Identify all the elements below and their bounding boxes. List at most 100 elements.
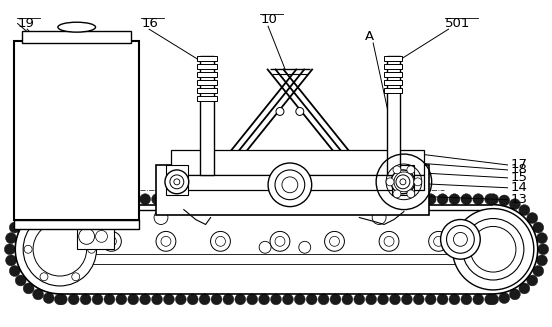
Circle shape bbox=[116, 194, 127, 205]
Bar bbox=[14, 41, 139, 219]
Text: 10: 10 bbox=[260, 13, 277, 26]
Ellipse shape bbox=[58, 22, 95, 32]
Circle shape bbox=[538, 244, 549, 255]
Circle shape bbox=[152, 294, 162, 305]
Circle shape bbox=[235, 294, 246, 305]
Circle shape bbox=[487, 194, 498, 205]
Circle shape bbox=[23, 213, 97, 286]
Circle shape bbox=[154, 211, 168, 224]
Circle shape bbox=[296, 108, 304, 115]
Text: 13: 13 bbox=[511, 193, 528, 206]
Circle shape bbox=[470, 227, 516, 272]
Circle shape bbox=[199, 194, 210, 205]
Circle shape bbox=[92, 294, 103, 305]
Circle shape bbox=[401, 194, 412, 205]
Circle shape bbox=[43, 293, 54, 303]
Circle shape bbox=[354, 194, 365, 205]
Circle shape bbox=[170, 175, 184, 189]
Circle shape bbox=[259, 241, 271, 253]
Circle shape bbox=[211, 194, 222, 205]
Circle shape bbox=[437, 194, 448, 205]
Circle shape bbox=[79, 229, 94, 244]
Circle shape bbox=[461, 194, 472, 205]
Circle shape bbox=[270, 294, 282, 305]
Circle shape bbox=[40, 273, 48, 281]
Circle shape bbox=[95, 231, 108, 242]
Circle shape bbox=[485, 294, 496, 305]
Circle shape bbox=[23, 283, 34, 294]
Circle shape bbox=[449, 294, 460, 305]
Circle shape bbox=[43, 195, 54, 206]
Circle shape bbox=[165, 170, 189, 194]
Circle shape bbox=[55, 294, 65, 305]
Bar bbox=[384, 56, 402, 61]
Circle shape bbox=[354, 294, 365, 305]
Circle shape bbox=[342, 194, 353, 205]
Bar bbox=[392, 165, 414, 195]
Bar bbox=[70, 210, 486, 259]
Circle shape bbox=[282, 177, 298, 193]
Circle shape bbox=[33, 289, 44, 300]
Circle shape bbox=[15, 213, 26, 223]
Circle shape bbox=[80, 194, 91, 205]
Circle shape bbox=[519, 205, 530, 215]
Circle shape bbox=[156, 232, 176, 251]
Circle shape bbox=[378, 194, 389, 205]
Circle shape bbox=[24, 245, 32, 253]
Bar bbox=[22, 31, 131, 43]
Circle shape bbox=[473, 194, 484, 205]
Circle shape bbox=[366, 194, 376, 205]
Circle shape bbox=[15, 275, 26, 286]
Circle shape bbox=[68, 194, 79, 205]
Circle shape bbox=[306, 194, 317, 205]
Circle shape bbox=[294, 294, 305, 305]
Circle shape bbox=[247, 194, 258, 205]
Circle shape bbox=[393, 190, 401, 198]
Bar bbox=[384, 88, 402, 93]
Circle shape bbox=[68, 294, 79, 305]
Circle shape bbox=[107, 236, 116, 246]
Text: A: A bbox=[365, 29, 374, 43]
Bar bbox=[197, 56, 216, 61]
Circle shape bbox=[72, 218, 79, 226]
Circle shape bbox=[396, 175, 410, 189]
Bar bbox=[75, 254, 481, 264]
Text: 14: 14 bbox=[511, 181, 528, 194]
Circle shape bbox=[56, 194, 67, 205]
Circle shape bbox=[372, 211, 386, 224]
Circle shape bbox=[187, 294, 198, 305]
Circle shape bbox=[527, 275, 538, 286]
Circle shape bbox=[440, 219, 480, 259]
Circle shape bbox=[294, 194, 305, 205]
Circle shape bbox=[199, 294, 210, 305]
Circle shape bbox=[461, 294, 472, 305]
Circle shape bbox=[425, 294, 436, 305]
Circle shape bbox=[434, 236, 444, 246]
Circle shape bbox=[4, 244, 15, 255]
Circle shape bbox=[176, 294, 186, 305]
Circle shape bbox=[487, 294, 498, 305]
Circle shape bbox=[407, 166, 415, 174]
Circle shape bbox=[425, 194, 436, 205]
Circle shape bbox=[174, 179, 180, 185]
Circle shape bbox=[533, 222, 544, 233]
Circle shape bbox=[509, 199, 521, 210]
Bar bbox=[200, 56, 214, 175]
Bar bbox=[171, 175, 424, 190]
Text: 501: 501 bbox=[444, 17, 470, 30]
Circle shape bbox=[275, 170, 305, 200]
Circle shape bbox=[104, 194, 115, 205]
Circle shape bbox=[9, 266, 20, 276]
Circle shape bbox=[55, 194, 65, 205]
Circle shape bbox=[366, 294, 376, 305]
Bar bbox=[94, 219, 107, 230]
Circle shape bbox=[379, 232, 399, 251]
Circle shape bbox=[6, 255, 17, 266]
Text: 18: 18 bbox=[511, 164, 528, 177]
Circle shape bbox=[499, 195, 509, 206]
Circle shape bbox=[318, 194, 329, 205]
Circle shape bbox=[330, 236, 339, 246]
Circle shape bbox=[6, 233, 17, 244]
Bar bbox=[197, 80, 216, 85]
Circle shape bbox=[92, 194, 103, 205]
